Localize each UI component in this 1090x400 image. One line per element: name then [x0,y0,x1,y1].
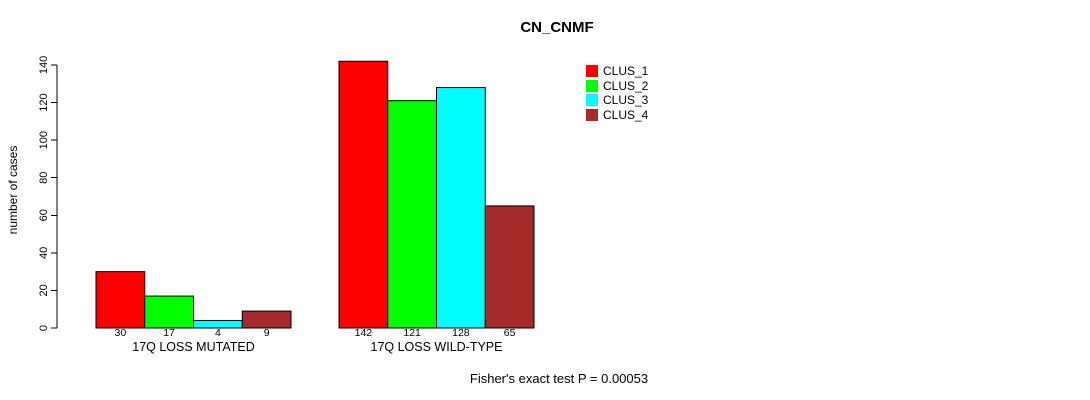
bar-value-label: 65 [504,327,516,339]
y-axis-tick-label: 20 [38,284,50,296]
legend-item: CLUS_2 [586,79,648,94]
bar [241,310,292,329]
legend-label: CLUS_1 [603,64,649,78]
bar [436,87,486,329]
legend-swatch-clus-3 [586,94,598,107]
legend-item: CLUS_4 [586,108,648,123]
bar-value-label: 4 [215,327,221,339]
legend-label: CLUS_3 [603,93,649,107]
y-axis-tick-label: 80 [38,172,50,184]
bar [338,60,389,329]
bar-value-label: 9 [264,327,270,339]
bar [95,271,146,329]
y-axis-tick-label: 120 [38,93,50,111]
chart-title: CN_CNMF [520,19,594,36]
bar [484,205,535,329]
bar-value-label: 30 [115,327,127,339]
legend: CLUS_1 CLUS_2 CLUS_3 CLUS_4 [586,64,648,122]
legend-item: CLUS_3 [586,93,648,108]
stat-annotation: Fisher's exact test P = 0.00053 [469,371,649,386]
bar-value-label: 121 [403,327,421,339]
y-axis-tick-label: 140 [38,56,50,74]
category-label: 17Q LOSS MUTATED [132,340,254,354]
legend-swatch-clus-4 [586,108,598,121]
y-axis-tick-label: 0 [38,325,50,331]
y-axis-tick-label: 100 [38,131,50,149]
y-axis-tick-label: 60 [38,209,50,221]
bar [387,100,437,329]
bar-value-label: 128 [452,327,470,339]
bar-value-label: 17 [163,327,175,339]
legend-label: CLUS_2 [603,78,649,93]
bar [144,295,194,329]
bar-value-label: 142 [355,327,373,339]
legend-label: CLUS_4 [603,107,649,122]
y-axis-tick-label: 40 [38,247,50,259]
legend-item: CLUS_1 [586,64,648,79]
category-label: 17Q LOSS WILD-TYPE [371,340,503,354]
legend-swatch-clus-1 [586,65,598,78]
legend-swatch-clus-2 [586,79,598,92]
